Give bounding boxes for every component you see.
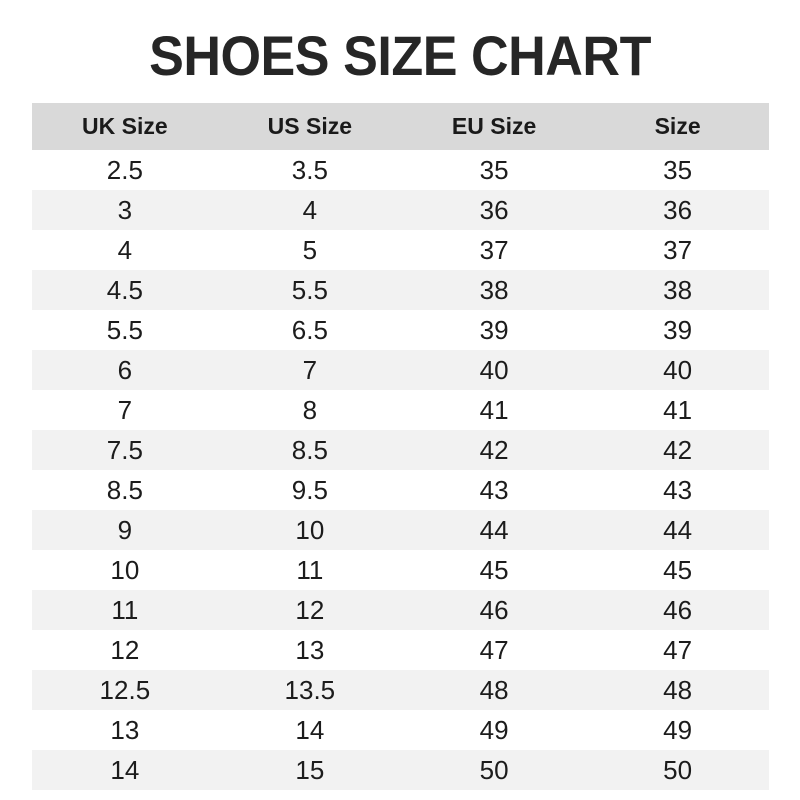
table-cell: 45 xyxy=(401,550,587,590)
column-header-eu-size: EU Size xyxy=(401,103,587,150)
table-cell: 40 xyxy=(401,350,587,390)
page-title: SHOES SIZE CHART xyxy=(149,24,651,87)
table-cell: 5.5 xyxy=(217,270,402,310)
table-cell: 48 xyxy=(401,670,587,710)
table-header-row: UK Size US Size EU Size Size xyxy=(32,103,769,150)
table-cell: 4 xyxy=(217,190,402,230)
table-cell: 8.5 xyxy=(32,470,218,510)
table-cell: 42 xyxy=(401,430,587,470)
table-cell: 12.5 xyxy=(32,670,218,710)
table-cell: 13.5 xyxy=(217,670,402,710)
table-cell: 5.5 xyxy=(32,310,218,350)
table-cell: 14 xyxy=(32,750,218,790)
table-cell: 6.5 xyxy=(217,310,402,350)
table-cell: 15 xyxy=(217,750,402,790)
table-cell: 39 xyxy=(401,310,587,350)
table-row: 9 10 44 44 xyxy=(32,510,769,550)
table-cell: 36 xyxy=(586,190,769,230)
table-body: 2.5 3.5 35 35 3 4 36 36 4 5 37 37 4.5 5.5 38 38 5.5 6.5 39… xyxy=(32,150,769,790)
table-row: 6 7 40 40 xyxy=(32,350,769,390)
table-cell: 45 xyxy=(586,550,769,590)
table-cell: 43 xyxy=(401,470,587,510)
table-cell: 38 xyxy=(401,270,587,310)
table-cell: 41 xyxy=(586,390,769,430)
table-cell: 44 xyxy=(586,510,769,550)
table-cell: 7 xyxy=(217,350,402,390)
column-header-us-size: US Size xyxy=(217,103,402,150)
table-row: 4.5 5.5 38 38 xyxy=(32,270,769,310)
table-row: 11 12 46 46 xyxy=(32,590,769,630)
table-row: 8.5 9.5 43 43 xyxy=(32,470,769,510)
table-row: 12.5 13.5 48 48 xyxy=(32,670,769,710)
table-row: 7 8 41 41 xyxy=(32,390,769,430)
table-row: 4 5 37 37 xyxy=(32,230,769,270)
table-cell: 43 xyxy=(586,470,769,510)
table-row: 2.5 3.5 35 35 xyxy=(32,150,769,190)
table-cell: 12 xyxy=(32,630,218,670)
table-cell: 10 xyxy=(32,550,218,590)
table-cell: 39 xyxy=(586,310,769,350)
table-cell: 11 xyxy=(217,550,402,590)
table-row: 13 14 49 49 xyxy=(32,710,769,750)
table-row: 3 4 36 36 xyxy=(32,190,769,230)
table-cell: 7.5 xyxy=(32,430,218,470)
table-cell: 41 xyxy=(401,390,587,430)
table-cell: 49 xyxy=(401,710,587,750)
table-header: UK Size US Size EU Size Size xyxy=(32,103,769,150)
table-cell: 46 xyxy=(586,590,769,630)
table-cell: 49 xyxy=(586,710,769,750)
table-cell: 9.5 xyxy=(217,470,402,510)
table-cell: 50 xyxy=(401,750,587,790)
table-cell: 48 xyxy=(586,670,769,710)
table-cell: 4 xyxy=(32,230,218,270)
table-cell: 8.5 xyxy=(217,430,402,470)
table-cell: 6 xyxy=(32,350,218,390)
table-row: 7.5 8.5 42 42 xyxy=(32,430,769,470)
table-cell: 47 xyxy=(586,630,769,670)
table-cell: 47 xyxy=(401,630,587,670)
table-cell: 9 xyxy=(32,510,218,550)
table-cell: 12 xyxy=(217,590,402,630)
table-cell: 38 xyxy=(586,270,769,310)
table-cell: 7 xyxy=(32,390,218,430)
table-cell: 10 xyxy=(217,510,402,550)
table-row: 12 13 47 47 xyxy=(32,630,769,670)
table-cell: 4.5 xyxy=(32,270,218,310)
table-cell: 5 xyxy=(217,230,402,270)
table-cell: 3.5 xyxy=(217,150,402,190)
table-cell: 42 xyxy=(586,430,769,470)
table-cell: 2.5 xyxy=(32,150,218,190)
table-cell: 44 xyxy=(401,510,587,550)
table-cell: 11 xyxy=(32,590,218,630)
table-cell: 37 xyxy=(401,230,587,270)
table-cell: 35 xyxy=(401,150,587,190)
table-row: 10 11 45 45 xyxy=(32,550,769,590)
column-header-size: Size xyxy=(586,103,769,150)
table-cell: 36 xyxy=(401,190,587,230)
table-cell: 8 xyxy=(217,390,402,430)
table-cell: 46 xyxy=(401,590,587,630)
column-header-uk-size: UK Size xyxy=(32,103,218,150)
shoes-size-table: UK Size US Size EU Size Size 2.5 3.5 35 35 3… xyxy=(32,103,769,790)
table-cell: 13 xyxy=(217,630,402,670)
table-cell: 40 xyxy=(586,350,769,390)
table-row: 14 15 50 50 xyxy=(32,750,769,790)
table-cell: 50 xyxy=(586,750,769,790)
table-cell: 13 xyxy=(32,710,218,750)
table-cell: 3 xyxy=(32,190,218,230)
table-cell: 14 xyxy=(217,710,402,750)
table-row: 5.5 6.5 39 39 xyxy=(32,310,769,350)
table-cell: 37 xyxy=(586,230,769,270)
table-cell: 35 xyxy=(586,150,769,190)
